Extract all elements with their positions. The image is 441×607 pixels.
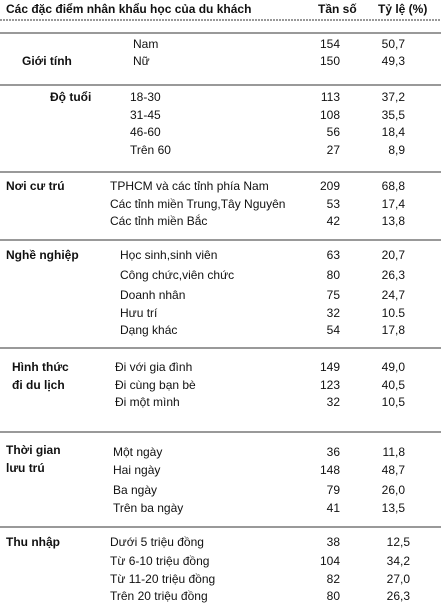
percent: 18,4 xyxy=(382,125,406,139)
percent: 27,0 xyxy=(387,572,411,586)
row-label: 31-45 xyxy=(130,108,161,122)
percent: 12,5 xyxy=(387,535,411,549)
percent: 26,3 xyxy=(387,589,411,603)
row-label: Dạng khác xyxy=(120,323,177,337)
row-label: 46-60 xyxy=(130,125,161,139)
frequency: 32 xyxy=(327,306,341,320)
row-label: Đi cùng bạn bè xyxy=(115,378,196,392)
row-label: Hưu trí xyxy=(120,306,158,320)
row-label: Ba ngày xyxy=(113,483,157,497)
row-label: Đi một mình xyxy=(115,395,180,409)
frequency: 56 xyxy=(327,125,341,139)
frequency: 42 xyxy=(327,214,341,228)
frequency: 63 xyxy=(327,248,341,262)
row-label: Các tỉnh miền Bắc xyxy=(110,213,207,228)
row-label: Từ 6-10 triệu đồng xyxy=(110,554,209,568)
row-label: Đi với gia đình xyxy=(115,360,192,374)
percent: 37,2 xyxy=(382,90,406,104)
percent: 8,9 xyxy=(388,143,405,157)
percent: 49,0 xyxy=(382,360,406,374)
row-label: Trên 60 xyxy=(130,143,171,157)
row-label: Nam xyxy=(133,37,158,51)
percent: 26,3 xyxy=(382,268,406,282)
percent: 10,5 xyxy=(382,395,406,409)
group-label: Độ tuổi xyxy=(50,90,91,104)
percent: 17,4 xyxy=(382,197,406,211)
row-label: Công chức,viên chức xyxy=(120,268,234,282)
frequency: 104 xyxy=(320,554,340,568)
frequency: 82 xyxy=(327,572,341,586)
row-label: 18-30 xyxy=(130,90,161,104)
header-cell: Tần số xyxy=(318,2,357,16)
row-label: Từ 11-20 triệu đồng xyxy=(110,572,215,586)
group-label: Thời gian xyxy=(6,443,61,457)
row-label: Nữ xyxy=(133,54,150,68)
frequency: 108 xyxy=(320,108,340,122)
percent: 26,0 xyxy=(382,483,406,497)
row-label: Dưới 5 triệu đồng xyxy=(110,535,204,549)
percent: 50,7 xyxy=(382,37,406,51)
group-label: lưu trú xyxy=(6,461,45,475)
group-label: Nghề nghiệp xyxy=(6,248,79,262)
percent: 11,8 xyxy=(383,445,406,459)
row-label: TPHCM và các tỉnh phía Nam xyxy=(110,179,269,193)
row-label: Trên 20 triệu đồng xyxy=(110,589,208,603)
frequency: 80 xyxy=(327,589,341,603)
row-label: Các tỉnh miền Trung,Tây Nguyên xyxy=(110,197,285,211)
percent: 13,5 xyxy=(382,501,406,515)
row-label: Doanh nhân xyxy=(120,288,185,302)
percent: 17,8 xyxy=(382,323,406,337)
frequency: 53 xyxy=(327,197,341,211)
frequency: 75 xyxy=(327,288,341,302)
percent: 68,8 xyxy=(382,179,406,193)
frequency: 54 xyxy=(327,323,341,337)
frequency: 149 xyxy=(320,360,340,374)
group-label: Nơi cư trú xyxy=(6,179,65,193)
row-label: Hai ngày xyxy=(113,463,160,477)
frequency: 150 xyxy=(320,54,340,68)
percent: 24,7 xyxy=(382,288,406,302)
percent: 20,7 xyxy=(382,248,406,262)
percent: 34,2 xyxy=(387,554,411,568)
percent: 40,5 xyxy=(382,378,406,392)
frequency: 38 xyxy=(327,535,341,549)
header-cell: Các đặc điểm nhân khẩu học của du khách xyxy=(6,2,251,16)
frequency: 154 xyxy=(320,37,340,51)
group-label: đi du lịch xyxy=(12,378,65,392)
frequency: 27 xyxy=(327,143,341,157)
frequency: 80 xyxy=(327,268,341,282)
group-label: Hình thức xyxy=(12,360,69,374)
frequency: 32 xyxy=(327,395,341,409)
frequency: 123 xyxy=(320,378,340,392)
frequency: 209 xyxy=(320,179,340,193)
group-label: Giới tính xyxy=(22,54,72,68)
row-label: Học sinh,sinh viên xyxy=(120,248,217,262)
percent: 48,7 xyxy=(382,463,406,477)
row-label: Một ngày xyxy=(113,445,162,459)
frequency: 36 xyxy=(327,445,341,459)
frequency: 79 xyxy=(327,483,341,497)
header-cell: Tỷ lệ (%) xyxy=(378,2,427,16)
group-label: Thu nhập xyxy=(6,535,60,549)
frequency: 113 xyxy=(321,90,340,104)
row-label: Trên ba ngày xyxy=(113,501,183,515)
percent: 49,3 xyxy=(382,54,406,68)
frequency: 41 xyxy=(327,501,341,515)
percent: 35,5 xyxy=(382,108,406,122)
percent: 13,8 xyxy=(382,214,406,228)
frequency: 148 xyxy=(320,463,340,477)
percent: 10.5 xyxy=(382,306,406,320)
